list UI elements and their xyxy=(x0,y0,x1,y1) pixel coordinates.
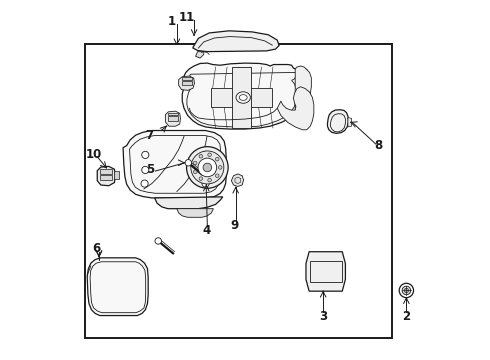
Polygon shape xyxy=(327,110,348,134)
Bar xyxy=(181,77,192,80)
Text: 8: 8 xyxy=(374,139,383,152)
Text: 4: 4 xyxy=(202,224,210,237)
Polygon shape xyxy=(211,87,272,107)
Circle shape xyxy=(142,166,149,174)
Text: 9: 9 xyxy=(230,219,238,233)
Text: 11: 11 xyxy=(179,11,195,24)
Polygon shape xyxy=(177,209,214,217)
Bar xyxy=(181,81,192,85)
Circle shape xyxy=(199,154,203,158)
Text: 6: 6 xyxy=(92,242,100,255)
Polygon shape xyxy=(155,197,223,209)
Circle shape xyxy=(203,163,212,172)
Polygon shape xyxy=(277,87,314,130)
Circle shape xyxy=(404,288,409,293)
Text: 3: 3 xyxy=(319,310,327,324)
Bar xyxy=(168,113,177,116)
Circle shape xyxy=(187,147,228,188)
Bar xyxy=(100,169,112,174)
Circle shape xyxy=(185,159,192,166)
Text: 5: 5 xyxy=(146,163,154,176)
Circle shape xyxy=(142,151,149,158)
Text: 2: 2 xyxy=(402,310,411,324)
Polygon shape xyxy=(179,76,195,90)
Text: 10: 10 xyxy=(86,148,102,161)
Bar xyxy=(100,175,112,180)
Circle shape xyxy=(202,180,209,187)
Polygon shape xyxy=(182,63,308,129)
Circle shape xyxy=(202,151,209,158)
Circle shape xyxy=(399,283,414,298)
Circle shape xyxy=(208,153,211,157)
Circle shape xyxy=(194,170,197,174)
Bar xyxy=(168,116,177,121)
Circle shape xyxy=(219,166,222,169)
Circle shape xyxy=(191,151,224,184)
Circle shape xyxy=(199,177,203,180)
Polygon shape xyxy=(123,131,226,198)
Circle shape xyxy=(194,161,197,165)
Polygon shape xyxy=(87,258,148,316)
Bar xyxy=(115,171,120,179)
Polygon shape xyxy=(306,252,345,291)
Ellipse shape xyxy=(239,95,247,100)
Circle shape xyxy=(216,157,219,161)
Ellipse shape xyxy=(236,92,250,103)
Polygon shape xyxy=(232,67,251,128)
Circle shape xyxy=(402,286,411,295)
Polygon shape xyxy=(166,111,180,126)
Bar xyxy=(85,44,392,338)
Polygon shape xyxy=(193,31,279,51)
Polygon shape xyxy=(295,66,311,114)
Polygon shape xyxy=(231,174,244,186)
Text: 1: 1 xyxy=(168,15,175,28)
Circle shape xyxy=(208,178,211,182)
Polygon shape xyxy=(196,51,204,58)
Circle shape xyxy=(216,174,219,177)
Polygon shape xyxy=(97,166,115,186)
Text: 7: 7 xyxy=(145,129,153,142)
Circle shape xyxy=(198,158,217,177)
Polygon shape xyxy=(348,118,351,127)
Circle shape xyxy=(141,180,148,187)
Circle shape xyxy=(155,238,161,244)
